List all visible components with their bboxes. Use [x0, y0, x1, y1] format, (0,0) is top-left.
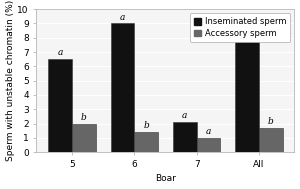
Text: b: b — [81, 113, 87, 122]
Bar — [72, 124, 96, 152]
Text: b: b — [268, 117, 274, 126]
X-axis label: Boar: Boar — [155, 174, 176, 184]
Bar — [173, 122, 196, 152]
Text: b: b — [143, 122, 149, 130]
Bar — [196, 138, 220, 152]
Bar — [134, 132, 158, 152]
Bar — [48, 59, 72, 152]
Legend: Inseminated sperm, Accessory sperm: Inseminated sperm, Accessory sperm — [190, 13, 290, 42]
Text: a: a — [182, 112, 188, 120]
Text: a: a — [244, 24, 250, 33]
Text: a: a — [206, 127, 211, 136]
Y-axis label: Sperm with unstable chromatin (%): Sperm with unstable chromatin (%) — [6, 0, 15, 161]
Bar — [259, 128, 283, 152]
Text: a: a — [57, 48, 63, 57]
Text: a: a — [120, 13, 125, 22]
Bar — [111, 23, 134, 152]
Bar — [235, 35, 259, 152]
